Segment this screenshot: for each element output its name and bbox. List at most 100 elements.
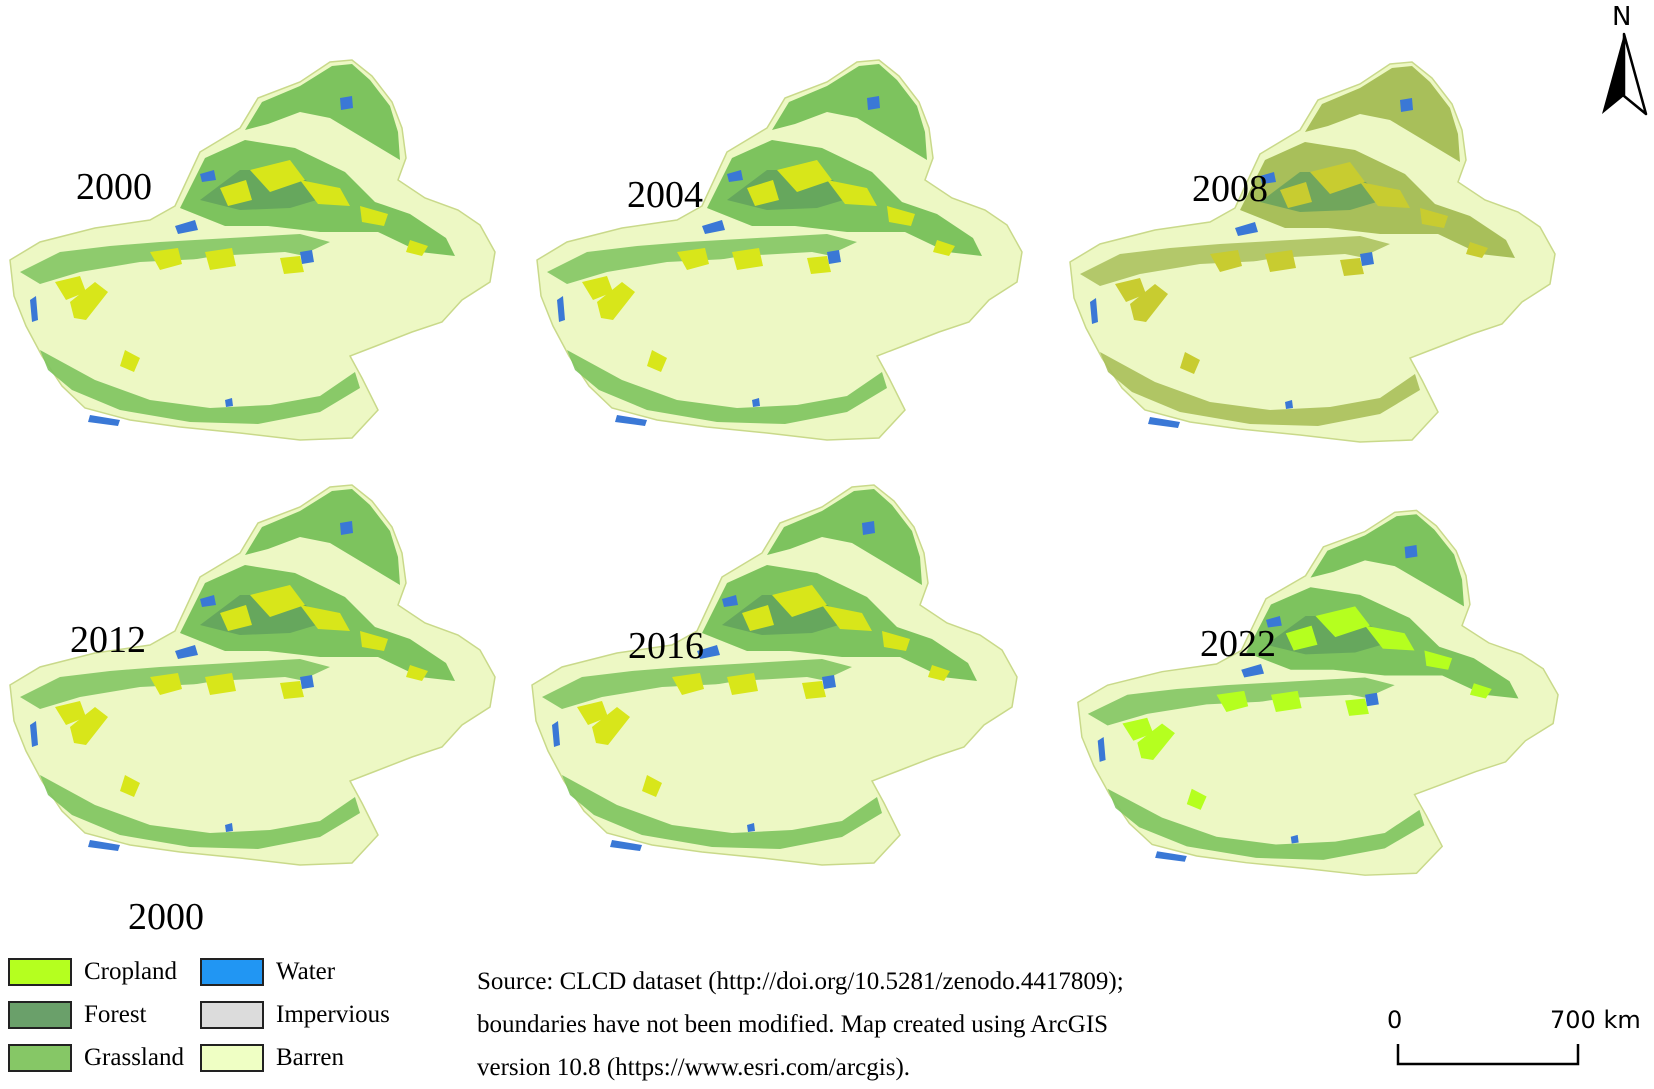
legend-label-impervious: Impervious [276,1001,390,1028]
grassland-zone [1107,788,1425,860]
legend-item-cropland: Cropland [8,956,177,988]
cropland-patch [647,350,667,372]
water-patch [30,721,38,747]
region-map-2008 [1069,61,1556,443]
grassland-zone [245,489,400,585]
water-patch [340,521,353,535]
water-patch [827,250,841,264]
water-patch [200,170,216,182]
legend-label-forest: Forest [84,1001,147,1028]
water-patch [1290,834,1299,844]
cropland-patch [822,605,872,631]
barren-desert [1130,254,1428,356]
water-patch [862,521,875,535]
water-patch [1097,736,1106,762]
cropland-patch [887,206,915,226]
cropland-patch [1469,683,1492,699]
legend-swatch-water [200,958,264,986]
water-patch [88,840,120,851]
cropland-patch [742,605,774,631]
cropland-patch [1345,698,1369,716]
cropland-patch [70,282,108,320]
cropland-patch [1285,625,1318,651]
cropland-patch [150,673,182,695]
cropland-patch [827,180,877,206]
legend-swatch-impervious [200,1001,264,1029]
cropland-patch [55,701,86,725]
water-patch [722,595,738,607]
cropland-patch [1424,650,1453,670]
cropland-patch [933,240,955,256]
cropland-patch [672,673,704,695]
legend-swatch-barren [200,1044,264,1072]
water-patch [727,170,743,182]
cropland-patch [220,605,252,631]
legend-item-forest: Forest [8,999,147,1031]
water-patch [225,823,233,832]
grassland-zone [567,350,887,424]
cropland-patch [582,276,613,300]
scale-bar [1396,1044,1580,1066]
water-patch [225,398,233,407]
source-line-3: version 10.8 (https://www.esri.com/arcgi… [477,1054,911,1081]
cropland-patch [250,585,305,617]
cropland-patch [360,206,388,226]
cropland-patch [882,631,910,651]
grassland-zone [245,64,400,160]
region-map-2016 [531,484,1018,866]
cropland-patch [55,276,86,300]
water-patch [1260,172,1276,184]
water-patch [88,415,120,426]
water-patch [1241,664,1265,678]
grassland-zone [1310,514,1464,607]
water-patch [300,250,314,264]
cropland-patch [1466,242,1488,258]
water-patch [1090,298,1098,324]
barren-desert [70,677,368,779]
water-patch [1155,851,1187,862]
cropland-patch [1137,723,1175,760]
water-patch [30,296,38,322]
region-map-2000 [9,59,496,441]
grassland-zone [40,775,360,849]
cropland-patch [727,673,758,695]
water-patch [702,220,725,234]
grassland-zone [767,489,922,585]
cropland-patch [802,681,826,699]
cropland-patch [1186,788,1207,810]
cropland-patch [1270,690,1302,712]
region-map-2004 [536,59,1023,441]
legend-item-grassland: Grassland [8,1042,184,1074]
cropland-patch [747,180,779,206]
water-patch [175,220,198,234]
cropland-patch [772,585,827,617]
water-patch [1148,417,1180,428]
legend-item-water: Water [200,956,335,988]
cropland-patch [592,707,630,745]
water-patch [1400,98,1413,112]
cropland-patch [1420,208,1448,228]
water-patch [697,645,720,659]
north-arrow-icon [1602,32,1648,116]
water-patch [552,721,560,747]
cropland-patch [1315,606,1370,638]
cropland-patch [777,160,832,192]
water-patch [200,595,216,607]
barren-desert [70,252,368,354]
cropland-patch [597,282,635,320]
legend-swatch-cropland [8,958,72,986]
water-patch [747,823,755,832]
cropland-patch [1365,625,1415,651]
cropland-patch [300,180,350,206]
cropland-patch [577,701,608,725]
cropland-patch [360,631,388,651]
legend-label-barren: Barren [276,1044,345,1071]
water-patch [175,645,198,659]
water-patch [822,675,836,689]
cropland-patch [120,775,140,797]
cropland-patch [1360,182,1410,208]
water-patch [1404,544,1418,559]
grassland-zone [1100,352,1420,426]
cropland-patch [406,240,428,256]
barren-desert [592,677,890,779]
